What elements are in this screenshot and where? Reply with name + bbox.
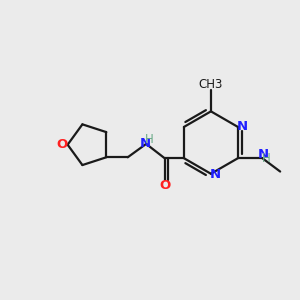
Text: N: N [257,148,268,161]
Text: O: O [159,179,170,192]
Text: N: N [140,137,151,150]
Text: CH3: CH3 [199,78,223,91]
Text: N: N [209,168,221,181]
Text: H: H [262,152,271,165]
Text: O: O [57,138,68,151]
Text: H: H [145,133,154,146]
Text: N: N [237,120,248,133]
